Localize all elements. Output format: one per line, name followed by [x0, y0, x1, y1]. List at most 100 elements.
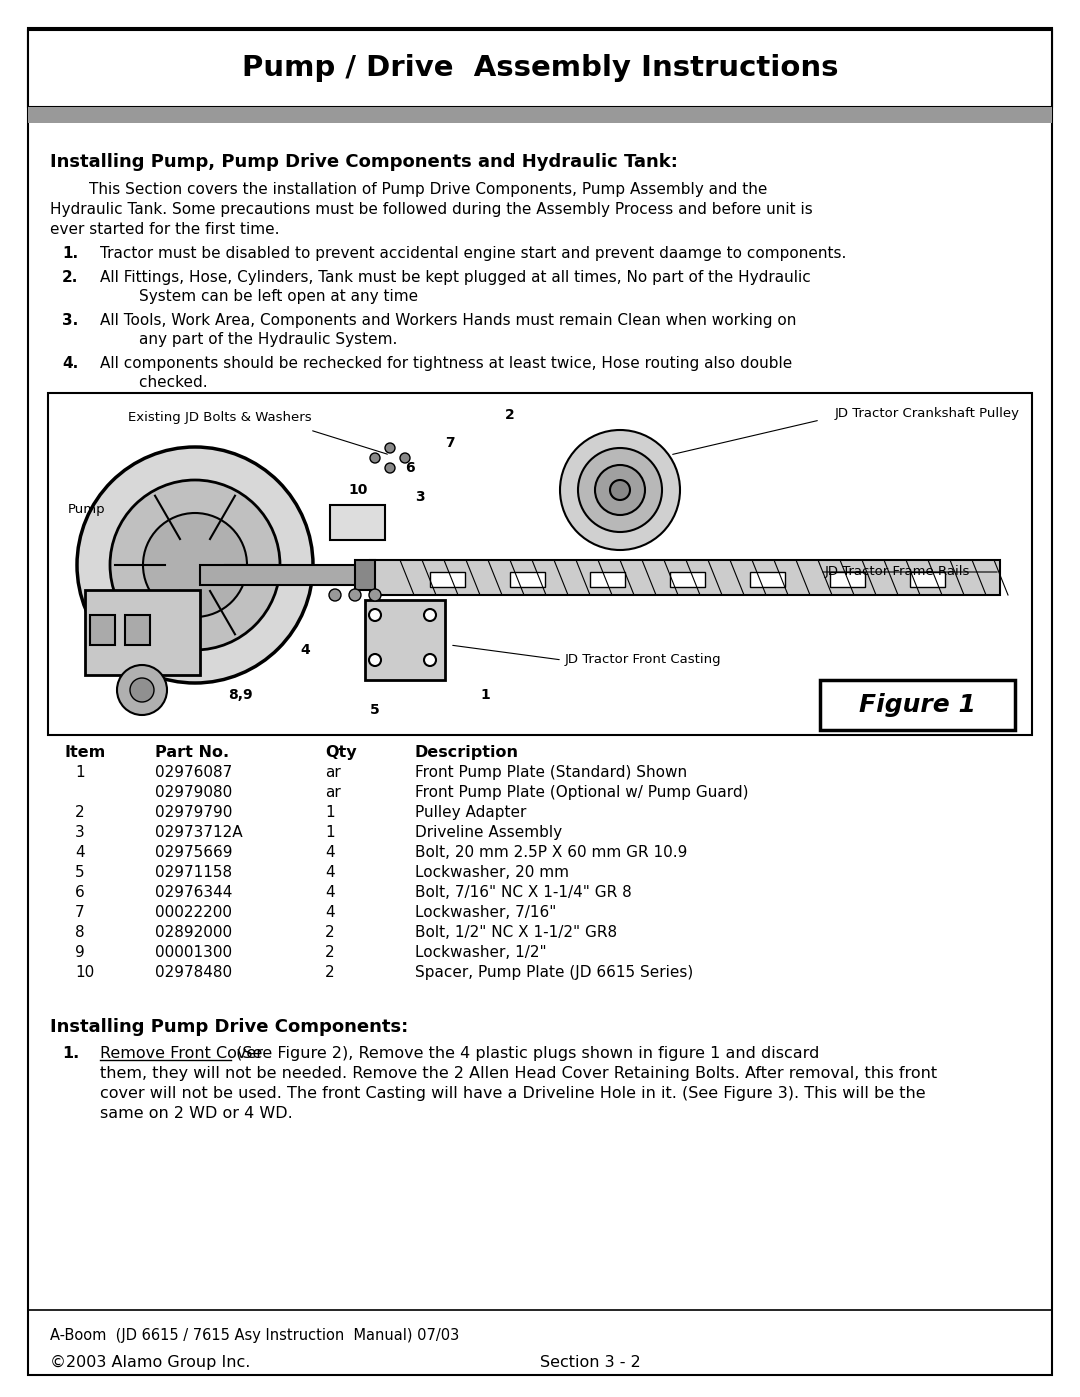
- Text: Figure 1: Figure 1: [859, 693, 975, 717]
- Text: This Section covers the installation of Pump Drive Components, Pump Assembly and: This Section covers the installation of …: [50, 182, 768, 197]
- Text: JD Tractor Crankshaft Pulley: JD Tractor Crankshaft Pulley: [835, 407, 1020, 419]
- Text: A-Boom  (JD 6615 / 7615 Asy Instruction  Manual) 07/03: A-Boom (JD 6615 / 7615 Asy Instruction M…: [50, 1329, 459, 1343]
- Bar: [125, 615, 150, 645]
- Text: Pulley Adapter: Pulley Adapter: [415, 805, 526, 820]
- Circle shape: [369, 654, 381, 666]
- Bar: [200, 564, 365, 585]
- Text: Part No.: Part No.: [156, 745, 229, 760]
- Text: 02975669: 02975669: [156, 845, 232, 861]
- Bar: [330, 504, 384, 541]
- Text: 02892000: 02892000: [156, 925, 232, 940]
- Text: 4: 4: [325, 845, 335, 861]
- Text: ar: ar: [325, 785, 341, 800]
- Text: any part of the Hydraulic System.: any part of the Hydraulic System.: [100, 332, 397, 346]
- Text: 1.: 1.: [62, 246, 78, 261]
- Text: ©2003 Alamo Group Inc.: ©2003 Alamo Group Inc.: [50, 1355, 251, 1370]
- Text: 5: 5: [75, 865, 84, 880]
- Circle shape: [384, 462, 395, 474]
- Bar: [28, 108, 1052, 123]
- Text: Pump / Drive  Assembly Instructions: Pump / Drive Assembly Instructions: [242, 54, 838, 82]
- Text: 02979080: 02979080: [156, 785, 232, 800]
- Text: 3: 3: [75, 826, 84, 840]
- Text: 2: 2: [505, 408, 515, 422]
- Text: Bolt, 1/2" NC X 1-1/2" GR8: Bolt, 1/2" NC X 1-1/2" GR8: [415, 925, 617, 940]
- Text: Bolt, 20 mm 2.5P X 60 mm GR 10.9: Bolt, 20 mm 2.5P X 60 mm GR 10.9: [415, 845, 687, 861]
- Circle shape: [110, 481, 280, 650]
- Bar: [370, 560, 1000, 595]
- Text: 02976344: 02976344: [156, 886, 232, 900]
- Circle shape: [424, 654, 436, 666]
- Text: same on 2 WD or 4 WD.: same on 2 WD or 4 WD.: [100, 1106, 293, 1120]
- Bar: [750, 571, 785, 587]
- Circle shape: [130, 678, 154, 703]
- Bar: [590, 571, 625, 587]
- Text: 1: 1: [325, 805, 335, 820]
- Bar: [28, 29, 1052, 108]
- Text: 02973712A: 02973712A: [156, 826, 243, 840]
- Text: 02978480: 02978480: [156, 965, 232, 981]
- Circle shape: [117, 665, 167, 715]
- Bar: [90, 615, 114, 645]
- Text: 3: 3: [415, 490, 424, 504]
- Bar: [670, 571, 705, 587]
- Text: 7: 7: [445, 436, 455, 450]
- Circle shape: [349, 590, 361, 601]
- Text: Qty: Qty: [325, 745, 356, 760]
- Bar: [820, 680, 1015, 731]
- Text: 4.: 4.: [62, 356, 78, 372]
- Text: 1: 1: [325, 826, 335, 840]
- Text: 4: 4: [75, 845, 84, 861]
- Text: ever started for the first time.: ever started for the first time.: [50, 222, 280, 237]
- Text: 2: 2: [325, 925, 335, 940]
- Circle shape: [369, 609, 381, 622]
- Circle shape: [77, 447, 313, 683]
- Text: 5: 5: [370, 703, 380, 717]
- Text: All Tools, Work Area, Components and Workers Hands must remain Clean when workin: All Tools, Work Area, Components and Wor…: [100, 313, 796, 328]
- Text: 9: 9: [75, 944, 84, 960]
- Circle shape: [424, 609, 436, 622]
- Bar: [365, 599, 445, 680]
- Text: 02979790: 02979790: [156, 805, 232, 820]
- Text: Tractor must be disabled to prevent accidental engine start and prevent daamge t: Tractor must be disabled to prevent acci…: [100, 246, 847, 261]
- Circle shape: [400, 453, 410, 462]
- Text: 4: 4: [325, 905, 335, 921]
- Circle shape: [610, 481, 630, 500]
- Text: Lockwasher, 20 mm: Lockwasher, 20 mm: [415, 865, 569, 880]
- Bar: [910, 571, 945, 587]
- Circle shape: [561, 430, 680, 550]
- Circle shape: [143, 513, 247, 617]
- Text: Installing Pump, Pump Drive Components and Hydraulic Tank:: Installing Pump, Pump Drive Components a…: [50, 154, 678, 170]
- Text: Existing JD Bolts & Washers: Existing JD Bolts & Washers: [129, 411, 312, 423]
- Text: Bolt, 7/16" NC X 1-1/4" GR 8: Bolt, 7/16" NC X 1-1/4" GR 8: [415, 886, 632, 900]
- Text: 2: 2: [325, 944, 335, 960]
- Bar: [510, 571, 545, 587]
- Text: Lockwasher, 1/2": Lockwasher, 1/2": [415, 944, 546, 960]
- Text: JD Tractor Front Casting: JD Tractor Front Casting: [565, 654, 721, 666]
- Text: JD Tractor Frame Rails: JD Tractor Frame Rails: [825, 566, 970, 578]
- Text: 2: 2: [75, 805, 84, 820]
- Text: Item: Item: [65, 745, 106, 760]
- Circle shape: [595, 465, 645, 515]
- Circle shape: [384, 443, 395, 453]
- Text: cover will not be used. The front Casting will have a Driveline Hole in it. (See: cover will not be used. The front Castin…: [100, 1085, 926, 1101]
- Text: Driveline Assembly: Driveline Assembly: [415, 826, 562, 840]
- Text: Pump: Pump: [68, 503, 106, 517]
- Circle shape: [370, 453, 380, 462]
- Text: All components should be rechecked for tightness at least twice, Hose routing al: All components should be rechecked for t…: [100, 356, 793, 372]
- Text: 7: 7: [75, 905, 84, 921]
- Text: (See Figure 2), Remove the 4 plastic plugs shown in figure 1 and discard: (See Figure 2), Remove the 4 plastic plu…: [231, 1046, 820, 1060]
- Text: 1: 1: [75, 766, 84, 780]
- Circle shape: [329, 590, 341, 601]
- Text: All Fittings, Hose, Cylinders, Tank must be kept plugged at all times, No part o: All Fittings, Hose, Cylinders, Tank must…: [100, 270, 811, 285]
- Text: 1: 1: [481, 687, 490, 703]
- Text: 4: 4: [325, 886, 335, 900]
- Bar: [355, 560, 375, 590]
- Text: 00022200: 00022200: [156, 905, 232, 921]
- Text: 4: 4: [325, 865, 335, 880]
- Text: 1.: 1.: [62, 1046, 79, 1060]
- Text: Remove Front Cover: Remove Front Cover: [100, 1046, 264, 1060]
- Bar: [430, 571, 465, 587]
- Text: 02976087: 02976087: [156, 766, 232, 780]
- Text: 10: 10: [75, 965, 94, 981]
- Text: 6: 6: [405, 461, 415, 475]
